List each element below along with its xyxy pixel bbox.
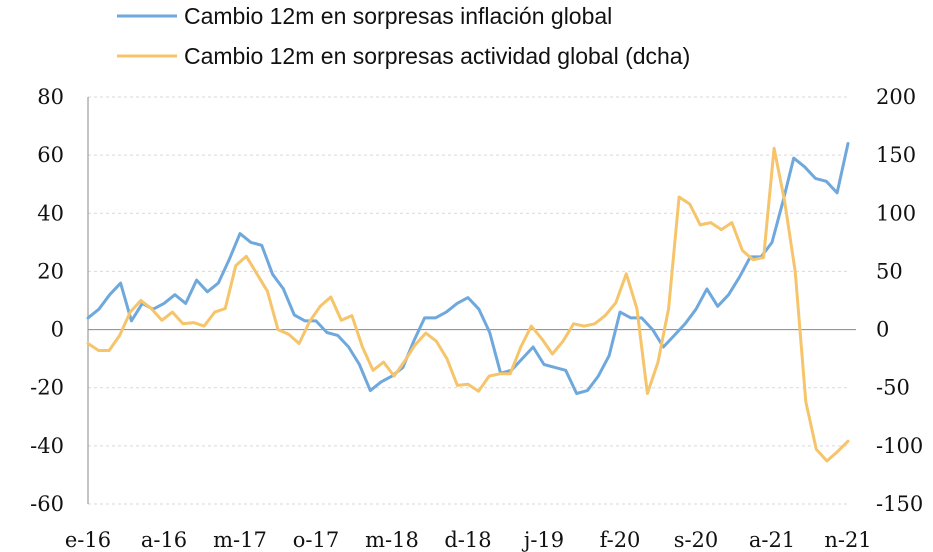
left-tick-label: 40 [37,201,64,225]
x-tick-label: j-19 [521,528,564,552]
left-tick-label: 20 [37,259,64,283]
legend-label-inflation: Cambio 12m en sorpresas inflación global [184,3,612,29]
x-tick-label: a-16 [141,528,187,552]
right-tick-label: 50 [876,259,903,283]
x-tick-label: a-21 [749,528,795,552]
x-tick-label: f-20 [600,528,641,552]
x-tick-label: n-21 [824,528,871,552]
right-axis-tick-labels: -150 -100 -50 0 50 100 150 200 [876,85,923,516]
x-tick-label: e-16 [65,528,111,552]
x-axis-tick-labels: e-16 a-16 m-17 o-17 m-18 d-18 j-19 f-20 s-20 a-21… [65,528,872,552]
x-tick-label: s-20 [674,528,719,552]
right-tick-label: 100 [876,201,916,225]
series-layer [86,142,850,463]
left-tick-label: -60 [30,492,64,516]
series-line-inflation [86,142,850,395]
right-tick-label: 200 [876,85,916,109]
x-tick-label: m-18 [365,528,419,552]
left-tick-label: -40 [30,434,64,458]
right-tick-label: 150 [876,143,916,167]
left-tick-label: 60 [37,143,64,167]
left-tick-label: -20 [30,376,64,400]
axes [87,97,856,504]
gridlines [88,96,848,505]
series-line-activity [86,146,850,463]
x-tick-label: m-17 [213,528,267,552]
x-tick-label: o-17 [293,528,339,552]
left-tick-label: 80 [37,85,64,109]
right-tick-label: -50 [876,376,910,400]
left-tick-label: 0 [51,318,64,342]
right-tick-label: -150 [876,492,923,516]
x-tick-label: d-18 [444,528,491,552]
legend-label-activity: Cambio 12m en sorpresas actividad global… [184,43,690,69]
legend: Cambio 12m en sorpresas inflación global… [117,3,690,69]
left-axis-tick-labels: -60 -40 -20 0 20 40 60 80 [30,85,64,516]
right-tick-label: -100 [876,434,923,458]
right-tick-label: 0 [876,318,889,342]
